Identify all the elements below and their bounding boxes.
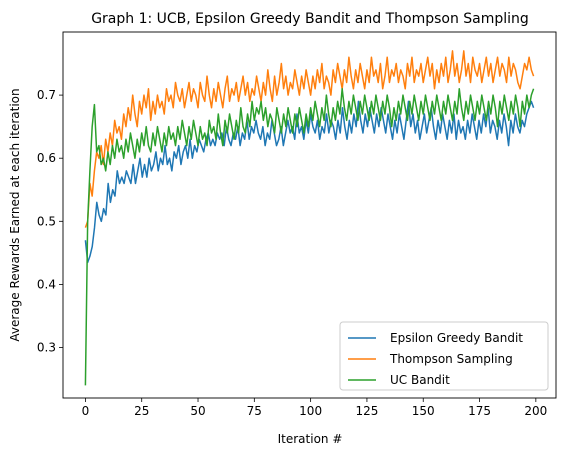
- legend-label-1: Thompson Sampling: [389, 352, 513, 366]
- series-line-1: [84, 50, 535, 228]
- x-axis: 0 25 50 75 100 125 150 175 200: [82, 398, 547, 418]
- x-tick-label-1: 25: [134, 404, 149, 418]
- legend: Epsilon Greedy Bandit Thompson Sampling UC…: [339, 321, 549, 391]
- y-tick-label-0: 0.3: [37, 341, 56, 355]
- y-tick-label-2: 0.5: [37, 214, 56, 228]
- x-tick-label-7: 175: [468, 404, 491, 418]
- x-axis-label: Iteration #: [278, 432, 343, 446]
- plot-area: [84, 50, 535, 386]
- y-tick-label-3: 0.6: [37, 151, 56, 165]
- x-tick-label-0: 0: [82, 404, 90, 418]
- y-tick-label-1: 0.4: [37, 277, 56, 291]
- y-tick-label-4: 0.7: [37, 88, 56, 102]
- x-tick-label-8: 200: [524, 404, 547, 418]
- x-tick-label-4: 100: [299, 404, 322, 418]
- series-line-2: [84, 88, 535, 386]
- x-tick-label-6: 150: [412, 404, 435, 418]
- chart-title: Graph 1: UCB, Epsilon Greedy Bandit and …: [91, 11, 529, 27]
- x-tick-label-5: 125: [355, 404, 378, 418]
- legend-box: [339, 321, 549, 391]
- legend-label-2: UC Bandit: [390, 373, 450, 387]
- axes-frame: [62, 31, 557, 399]
- legend-label-0: Epsilon Greedy Bandit: [390, 331, 523, 345]
- y-axis-label: Average Rewards Earned at each iteration: [8, 88, 22, 341]
- y-axis: 0.3 0.4 0.5 0.6 0.7: [37, 88, 63, 355]
- x-tick-label-2: 50: [190, 404, 205, 418]
- x-tick-label-3: 75: [247, 404, 262, 418]
